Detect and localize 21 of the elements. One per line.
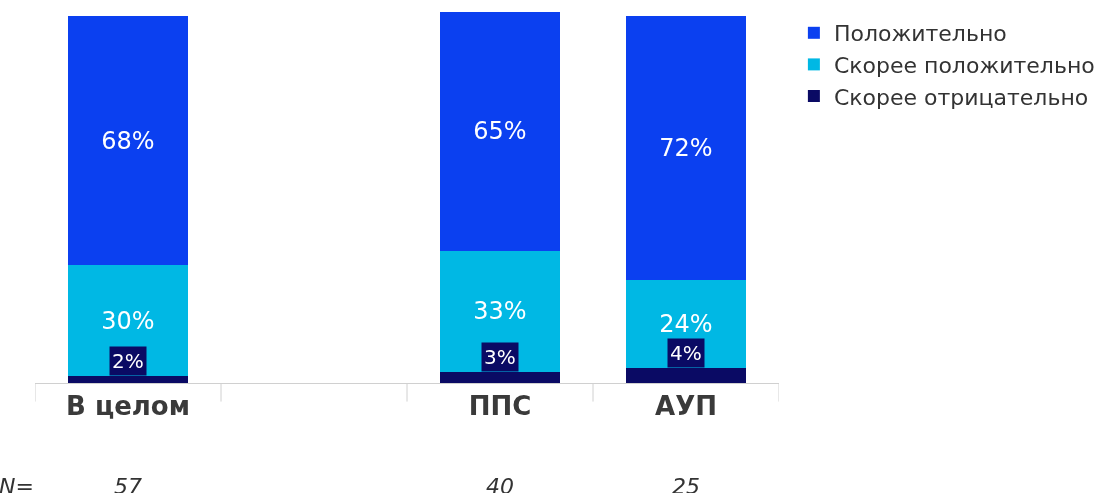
x-tick-label: В целом: [66, 391, 190, 422]
data-label: 33%: [473, 297, 527, 326]
x-tick-label: ППС: [468, 391, 532, 422]
legend-label: Положительно: [833, 21, 1007, 47]
data-label: 2%: [112, 349, 144, 373]
bar: [440, 250, 560, 372]
bar: [440, 12, 560, 251]
data-label: 3%: [484, 345, 516, 369]
data-label: 65%: [473, 117, 527, 146]
legend-label: Скорее положительно: [833, 52, 1095, 78]
data-label: 72%: [659, 133, 713, 162]
data-label: 4%: [670, 341, 702, 365]
bar: [626, 280, 746, 369]
legend-label: Скорее отрицательно: [833, 84, 1089, 110]
data-label: 24%: [659, 310, 713, 339]
bar: [68, 265, 188, 376]
bar: [626, 15, 746, 281]
data-label: 68%: [101, 126, 155, 155]
bar: [68, 15, 188, 266]
data-label: 30%: [101, 306, 155, 335]
x-tick-label: АУП: [655, 391, 717, 422]
